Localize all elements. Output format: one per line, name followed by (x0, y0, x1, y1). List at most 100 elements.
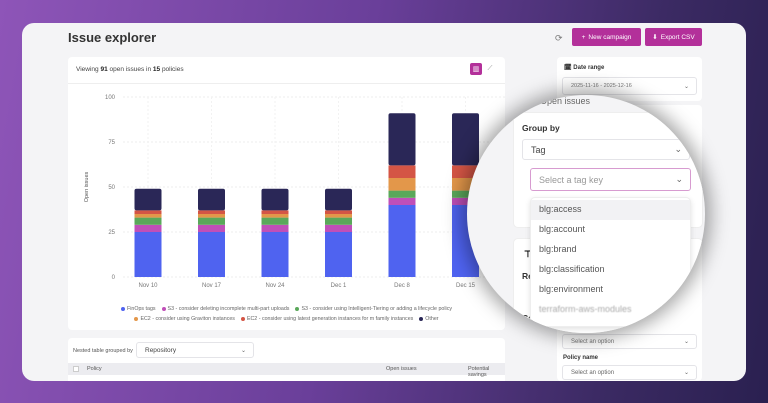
y-tick-label: 75 (108, 140, 115, 146)
col-open-issues[interactable]: Open issues (386, 366, 417, 372)
bar-segment (261, 224, 289, 232)
bar-segment (452, 190, 479, 198)
section-title: Open issues (540, 96, 591, 106)
x-tick-label: Dec 15 (456, 283, 476, 289)
bar-segment (261, 232, 289, 277)
bar-segment (134, 224, 162, 232)
bar-segment (452, 165, 479, 178)
bar-segment (198, 232, 225, 277)
legend-item[interactable]: S3 - consider deleting incomplete multi-… (161, 306, 289, 312)
tag-option[interactable]: blg:environment (539, 284, 604, 294)
tag-option[interactable]: blg:access (539, 204, 582, 214)
select-option-value: Select an option (571, 338, 615, 345)
bar-segment (134, 217, 162, 225)
col-policy[interactable]: Policy (87, 366, 102, 372)
chevron-down-icon: ⌄ (683, 370, 689, 376)
bar-segment (325, 188, 352, 211)
chevron-down-icon: ⌄ (240, 347, 246, 354)
legend-item[interactable]: EC2 - consider using Graviton instances (134, 316, 235, 322)
bar-segment (388, 165, 416, 178)
col-savings[interactable]: Potential savings (468, 366, 490, 378)
bar-segment (452, 113, 479, 166)
grouped-by-label: Nested table grouped by (73, 348, 133, 354)
date-range-value: 2025-11-16 - 2025-12-16 (571, 83, 632, 89)
legend-swatch (240, 316, 245, 321)
chart-legend: FinOps tags S3 - consider deleting incomp… (68, 304, 505, 324)
y-axis-label: Open issues (84, 171, 90, 202)
export-csv-label: Export CSV (660, 33, 695, 41)
line-chart-toggle-icon[interactable]: ⟋ (487, 65, 493, 72)
chevron-down-icon: ⌄ (683, 339, 689, 345)
bar-segment (452, 197, 479, 205)
chevron-down-icon: ⌄ (683, 83, 689, 90)
chevron-down-icon: ⌄ (674, 144, 682, 154)
magnifier: Open issues Group by Tag ⌄ Select a tag k… (467, 95, 705, 333)
legend-swatch (120, 306, 125, 311)
group-by-tag-select[interactable]: Tag ⌄ (522, 139, 690, 160)
bar-segment (198, 224, 225, 232)
bar-segment (325, 210, 352, 214)
policy-name-select[interactable]: Select an option ⌄ (562, 365, 697, 380)
x-tick-label: Nov 17 (202, 283, 222, 289)
option-highlight (531, 200, 690, 220)
date-range-card: 🗓 Date range 2025-11-16 - 2025-12-16 ⌄ (557, 57, 702, 101)
bar-segment (261, 217, 289, 225)
tag-key-select[interactable]: Select a tag key ⌄ (530, 168, 691, 191)
stacked-bar-chart: 0 25 50 75 100 Open issues Nov 10 Nov 17 Nov 24 D… (84, 95, 505, 289)
x-tick-label: Nov 10 (138, 283, 158, 289)
x-tick-label: Dec 8 (394, 283, 410, 289)
download-icon: ⬇ (652, 34, 658, 41)
legend-swatch (161, 306, 166, 311)
bar-segment (261, 210, 289, 214)
y-tick-label: 100 (105, 95, 116, 101)
legend-item[interactable]: FinOps tags (120, 306, 156, 312)
group-by-value: Repository (145, 346, 177, 354)
legend-swatch (295, 306, 300, 311)
page-title: Issue explorer (68, 30, 157, 45)
divider (68, 83, 505, 84)
bar-segment (325, 224, 352, 232)
category-label: Ca (522, 313, 533, 323)
group-by-tag-value: Tag (531, 144, 546, 155)
y-tick-label: 25 (108, 230, 115, 236)
legend-item[interactable]: Other (419, 316, 439, 322)
legend-item[interactable]: EC2 - consider using latest generation i… (240, 316, 413, 322)
policy-name-label: Policy name (563, 355, 599, 361)
bar-segment (134, 214, 162, 218)
select-all-checkbox[interactable] (73, 366, 79, 372)
bar-segment (325, 214, 352, 218)
bar-segment (198, 217, 225, 225)
bar-segment (134, 188, 162, 211)
filter-icon: ⊤ (524, 249, 532, 259)
legend-item[interactable]: S3 - consider using Intelligent-Tiering … (295, 306, 452, 312)
export-csv-button[interactable]: ⬇ Export CSV (645, 28, 702, 46)
nested-table-card: Nested table grouped by Repository ⌄ Poli… (68, 338, 505, 381)
bar-segment (388, 205, 416, 277)
bar-chart-toggle-icon[interactable]: ▥ (470, 63, 482, 75)
bar-segment (261, 188, 289, 211)
bar-segment (134, 210, 162, 214)
table-header: Policy Open issues Potential savings (68, 363, 505, 378)
date-range-label: 🗓 Date range (564, 65, 605, 71)
refresh-icon[interactable]: ⟳ (555, 33, 563, 43)
bar-segment (325, 217, 352, 225)
tag-key-placeholder: Select a tag key (539, 174, 604, 185)
select-option[interactable]: Select an option ⌄ (562, 334, 697, 349)
group-by-select[interactable]: Repository ⌄ (136, 342, 254, 358)
summary-text: Viewing 91 open issues in 15 policies (76, 66, 184, 73)
chart-card: Viewing 91 open issues in 15 policies ▥ … (68, 57, 505, 330)
bar-segment (198, 188, 225, 211)
y-tick-label: 0 (112, 275, 116, 281)
tag-option[interactable]: blg:account (539, 224, 586, 234)
tag-option[interactable]: blg:classification (539, 264, 605, 274)
date-range-select[interactable]: 2025-11-16 - 2025-12-16 ⌄ (562, 77, 697, 95)
plus-icon: + (581, 33, 586, 41)
bar-segment (388, 113, 416, 166)
x-tick-label: Nov 24 (265, 283, 285, 289)
tag-option[interactable]: blg:brand (539, 244, 577, 254)
new-campaign-button[interactable]: + New campaign (572, 28, 641, 46)
legend-swatch (134, 316, 139, 321)
bar-segment (198, 214, 225, 218)
tag-option[interactable]: terraform-aws-modules (539, 304, 632, 314)
bar-segment (261, 214, 289, 218)
